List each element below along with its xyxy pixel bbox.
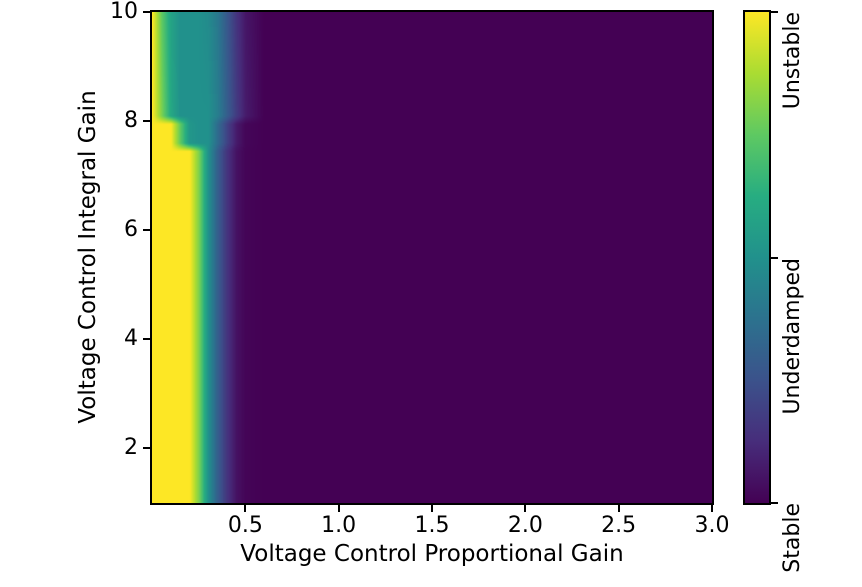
x-axis-label: Voltage Control Proportional Gain bbox=[240, 541, 624, 567]
colorbar-gradient bbox=[745, 12, 769, 503]
x-tick-label: 2.0 bbox=[507, 513, 543, 538]
x-tick-mark bbox=[337, 505, 340, 512]
y-tick-mark bbox=[143, 338, 150, 341]
y-axis-label: Voltage Control Integral Gain bbox=[75, 90, 101, 424]
x-tick-label: 1.0 bbox=[321, 513, 357, 538]
colorbar-tick-mark bbox=[771, 502, 778, 504]
colorbar-tick-mark bbox=[771, 11, 778, 13]
colorbar-tick-mark bbox=[771, 256, 778, 259]
x-tick-mark bbox=[617, 505, 620, 512]
y-tick-mark bbox=[143, 11, 150, 13]
y-tick-label: 2 bbox=[124, 435, 138, 461]
x-tick-mark bbox=[524, 505, 527, 512]
y-tick-label: 4 bbox=[124, 326, 138, 352]
x-tick-label: 2.5 bbox=[601, 513, 637, 538]
y-tick-label: 8 bbox=[124, 108, 138, 134]
y-tick-mark bbox=[143, 229, 150, 232]
y-tick-mark bbox=[143, 447, 150, 450]
x-tick-mark bbox=[431, 505, 433, 512]
colorbar-label-unstable: Unstable bbox=[780, 12, 805, 110]
x-tick-mark bbox=[244, 505, 247, 512]
colorbar-label-underdamped: Underdamped bbox=[780, 257, 805, 415]
x-tick-label: 0.5 bbox=[227, 513, 263, 538]
x-tick-label: 3.0 bbox=[694, 513, 730, 538]
y-tick-label: 10 bbox=[110, 0, 138, 24]
y-tick-label: 6 bbox=[124, 217, 138, 243]
x-tick-label: 1.5 bbox=[414, 513, 450, 538]
colorbar-label-stable: Stable bbox=[780, 503, 805, 573]
heatmap-plot-area bbox=[152, 12, 712, 503]
y-tick-mark bbox=[143, 120, 150, 123]
x-tick-mark bbox=[711, 505, 713, 512]
